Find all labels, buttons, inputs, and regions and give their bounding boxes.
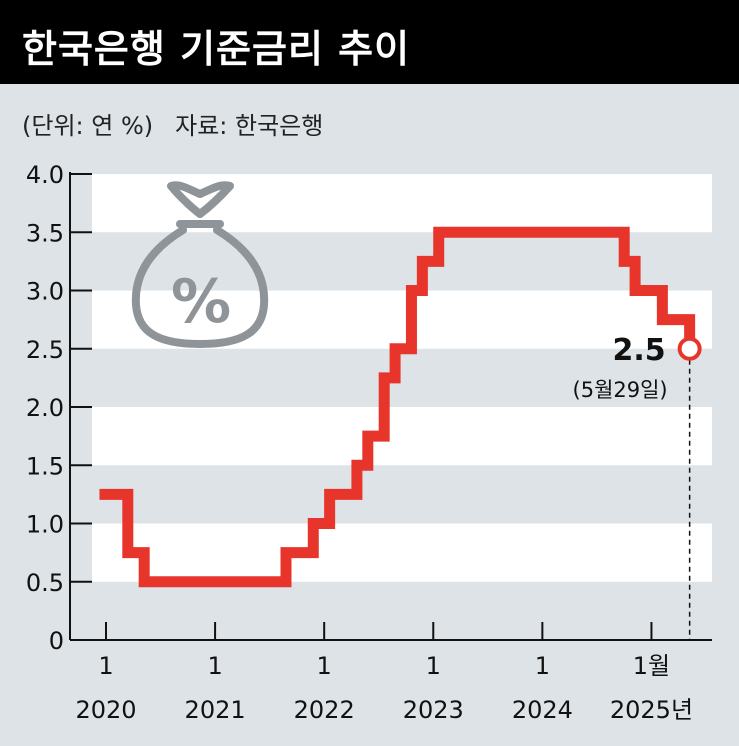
subtitle: (단위: 연 %) 자료: 한국은행 [22,106,323,141]
bag-top-knot [167,181,234,218]
bag-body [131,226,269,348]
rate-step-line [99,226,696,588]
y-tick-label: 3.5 [26,219,64,247]
x-tick-year: 2020 [75,696,136,724]
x-tick-month: 1 [207,652,222,680]
x-tick-month: 1 [426,652,441,680]
end-point-marker [677,336,702,361]
y-tick-label: 0.5 [26,569,64,597]
title-bar: 한국은행 기준금리 추이 [0,0,739,84]
grid-band [92,523,712,582]
x-tick-month: 1 [98,652,113,680]
x-tick-year: 2024 [512,696,573,724]
y-tick-label: 2.0 [26,394,64,422]
end-date-label: (5월29일) [573,378,668,402]
x-tick-year: 2021 [185,696,246,724]
y-tick-label: 1.5 [26,452,64,480]
y-tick-label: 3.0 [26,278,64,306]
percent-symbol: % [171,267,231,337]
y-tick-label: 0 [49,627,64,655]
y-tick-label: 2.5 [26,336,64,364]
end-marker-layer: 2.5 (5월29일) [573,333,702,640]
grid-band [92,290,712,349]
series-layer [99,226,696,588]
x-tick-year: 2022 [294,696,355,724]
axes: 0 0.5 1.0 1.5 2.0 2.5 3.0 3.5 4.0 1 2020 1 2021 1 2022… [26,161,712,724]
x-tick-month: 1 [317,652,332,680]
money-bag-icon [131,181,269,348]
x-tick-month: 1 [535,652,550,680]
y-tick-label: 1.0 [26,511,64,539]
x-tick-month: 1월 [633,652,670,680]
page-title: 한국은행 기준금리 추이 [22,27,411,71]
unit-label: (단위: 연 %) [22,112,154,140]
money-bag-percent-icon: % [131,181,269,348]
end-value-label: 2.5 [612,333,665,368]
source-label: 자료: 한국은행 [175,112,324,140]
x-tick-year: 2023 [403,696,464,724]
x-tick-year: 2025년 [610,696,693,724]
y-tick-label: 4.0 [26,161,64,189]
grid-band [92,407,712,466]
